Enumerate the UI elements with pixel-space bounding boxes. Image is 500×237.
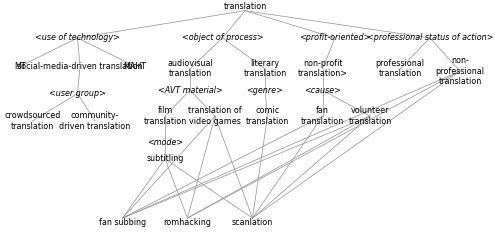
Text: audiovisual
translation: audiovisual translation <box>167 59 213 78</box>
Text: social-media-driven translation: social-media-driven translation <box>17 62 143 71</box>
Text: crowdsourced
translation: crowdsourced translation <box>4 111 60 131</box>
Text: MAHT: MAHT <box>124 62 146 71</box>
Text: <user group>: <user group> <box>49 89 106 98</box>
Text: scanlation: scanlation <box>232 218 273 227</box>
Text: volunteer
translation: volunteer translation <box>348 106 392 126</box>
Text: <use of technology>: <use of technology> <box>35 33 120 42</box>
Text: <professional status of action>: <professional status of action> <box>367 33 493 42</box>
Text: MT: MT <box>14 62 26 71</box>
Text: romhacking: romhacking <box>164 218 212 227</box>
Text: <object of process>: <object of process> <box>182 33 264 42</box>
Text: subtitling: subtitling <box>146 154 184 163</box>
Text: <AVT material>: <AVT material> <box>158 86 222 95</box>
Text: fan subbing: fan subbing <box>99 218 146 227</box>
Text: <cause>: <cause> <box>304 86 341 95</box>
Text: non-
professional
translation: non- professional translation <box>436 56 484 86</box>
Text: non-profit
translation>: non-profit translation> <box>298 59 348 78</box>
Text: professional
translation: professional translation <box>376 59 424 78</box>
Text: film
translation: film translation <box>144 106 186 126</box>
Text: <genre>: <genre> <box>246 86 284 95</box>
Text: <profit-oriented>: <profit-oriented> <box>300 33 370 42</box>
Text: translation of
video games: translation of video games <box>188 106 242 126</box>
Text: <mode>: <mode> <box>147 138 183 147</box>
Text: translation: translation <box>224 2 266 11</box>
Text: fan
translation: fan translation <box>301 106 344 126</box>
Text: literary
translation: literary translation <box>244 59 286 78</box>
Text: community-
driven translation: community- driven translation <box>60 111 130 131</box>
Text: comic
translation: comic translation <box>246 106 289 126</box>
